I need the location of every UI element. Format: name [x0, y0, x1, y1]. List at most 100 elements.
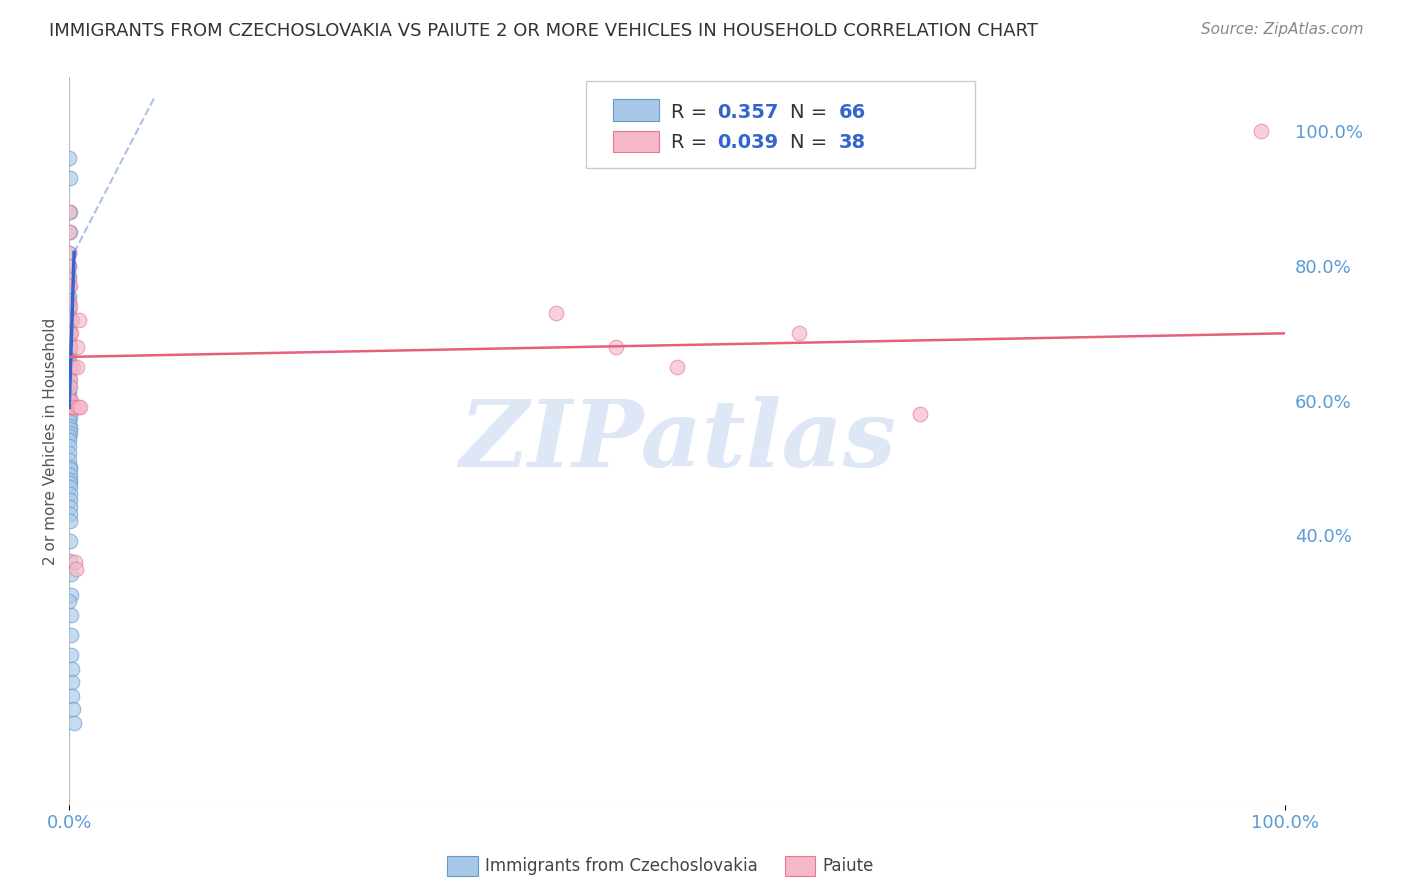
Point	[58, 390, 80, 404]
Point	[58, 316, 80, 330]
Point	[58, 414, 80, 428]
Point	[58, 245, 80, 260]
Text: N =: N =	[790, 134, 834, 153]
Text: R =: R =	[671, 134, 714, 153]
Point	[66, 401, 89, 415]
Point	[60, 662, 83, 676]
Point	[59, 299, 82, 313]
Point	[58, 340, 80, 354]
Text: IMMIGRANTS FROM CZECHOSLOVAKIA VS PAIUTE 2 OR MORE VEHICLES IN HOUSEHOLD CORRELA: IMMIGRANTS FROM CZECHOSLOVAKIA VS PAIUTE…	[49, 22, 1038, 40]
Text: ZIPatlas: ZIPatlas	[458, 396, 896, 486]
Point	[58, 473, 80, 487]
Point	[60, 313, 83, 327]
Point	[58, 594, 80, 608]
Point	[60, 401, 83, 415]
Point	[58, 336, 80, 351]
Point	[69, 401, 91, 415]
Point	[58, 433, 80, 447]
Point	[59, 279, 82, 293]
Point	[58, 353, 80, 368]
Point	[58, 459, 80, 474]
Point	[58, 326, 80, 341]
Text: 66: 66	[839, 103, 866, 122]
Point	[58, 428, 80, 442]
Point	[59, 326, 82, 341]
FancyBboxPatch shape	[613, 99, 659, 121]
Point	[58, 370, 80, 384]
Point	[67, 313, 90, 327]
Point	[544, 306, 567, 320]
Point	[65, 555, 87, 569]
Point	[65, 359, 87, 374]
Point	[59, 533, 82, 548]
Point	[59, 171, 82, 186]
Point	[59, 359, 82, 374]
Text: 0.357: 0.357	[717, 103, 779, 122]
Point	[66, 340, 89, 354]
Text: Source: ZipAtlas.com: Source: ZipAtlas.com	[1201, 22, 1364, 37]
Point	[60, 607, 83, 622]
Point	[58, 340, 80, 354]
Point	[58, 259, 80, 273]
Point	[59, 514, 82, 528]
Point	[59, 340, 82, 354]
Point	[58, 245, 80, 260]
Point	[59, 401, 82, 415]
Point	[58, 333, 80, 347]
Point	[59, 480, 82, 494]
Point	[58, 269, 80, 284]
Point	[59, 380, 82, 394]
Point	[59, 500, 82, 514]
Point	[58, 467, 80, 482]
Point	[58, 376, 80, 391]
Point	[60, 393, 83, 408]
Point	[58, 406, 80, 420]
Text: Immigrants from Czechoslovakia: Immigrants from Czechoslovakia	[485, 857, 758, 875]
Point	[58, 151, 80, 165]
Point	[59, 359, 82, 374]
Point	[910, 407, 932, 421]
Point	[58, 302, 80, 317]
Point	[59, 475, 82, 490]
Point	[59, 225, 82, 239]
Point	[58, 393, 80, 408]
Point	[62, 702, 84, 716]
Point	[58, 401, 80, 415]
Point	[58, 357, 80, 371]
Point	[63, 715, 86, 730]
Point	[58, 385, 80, 400]
Point	[58, 296, 80, 310]
Point	[59, 588, 82, 602]
Point	[58, 397, 80, 411]
Point	[60, 401, 83, 415]
Point	[666, 359, 689, 374]
Point	[58, 326, 80, 341]
Point	[605, 340, 627, 354]
Point	[58, 272, 80, 286]
Point	[59, 554, 82, 568]
Point	[58, 310, 80, 324]
Point	[59, 493, 82, 508]
Point	[60, 675, 83, 690]
Point	[58, 313, 80, 327]
Y-axis label: 2 or more Vehicles in Household: 2 or more Vehicles in Household	[44, 318, 58, 565]
Point	[58, 453, 80, 467]
Point	[59, 419, 82, 434]
Point	[58, 293, 80, 307]
Point	[58, 279, 80, 293]
Point	[63, 401, 86, 415]
Point	[62, 359, 84, 374]
Point	[60, 689, 83, 703]
Point	[59, 422, 82, 436]
Point	[59, 507, 82, 521]
Point	[58, 446, 80, 460]
Point	[58, 462, 80, 476]
Point	[60, 628, 83, 642]
Point	[58, 425, 80, 440]
Point	[58, 205, 80, 219]
Point	[59, 393, 82, 408]
Point	[787, 326, 810, 341]
Point	[65, 562, 87, 576]
Text: Paiute: Paiute	[823, 857, 875, 875]
Point	[59, 374, 82, 388]
